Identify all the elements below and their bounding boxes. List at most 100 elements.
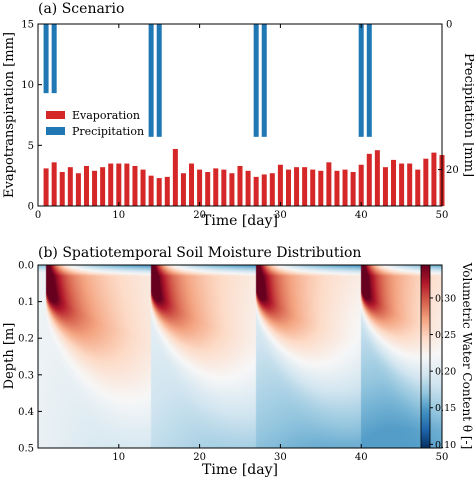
evaporation-bar [100, 167, 106, 206]
colorbar-label: Volumetric Water Content θ [-] [460, 262, 474, 450]
colorbar-tick-label: 0.10 [435, 440, 456, 451]
evaporation-bar [334, 170, 340, 206]
x-tick-label: 50 [436, 210, 449, 221]
panel-a-xlabel: Time [day] [202, 213, 278, 229]
panel-a-ylabel-left: Evapotranspiration [mm] [2, 32, 17, 198]
evaporation-bar [391, 159, 397, 206]
evaporation-bar [205, 172, 211, 206]
x-tick-label: 10 [112, 452, 125, 463]
y-tick-label: 0.4 [18, 407, 34, 418]
evaporation-bar [197, 169, 203, 206]
evaporation-bar [277, 164, 283, 206]
evaporation-bar [124, 163, 130, 206]
evaporation-bar [302, 167, 308, 206]
evaporation-bar [294, 167, 300, 206]
precipitation-bar [43, 24, 49, 94]
evaporation-bar [245, 170, 251, 206]
evaporation-bar [180, 173, 186, 206]
evaporation-bar [132, 165, 138, 206]
evaporation-bar [358, 164, 364, 206]
precipitation-bar [358, 24, 364, 137]
legend-swatch-evaporation [46, 111, 65, 119]
evaporation-bar [285, 169, 291, 206]
panel-a-ylabel-right: Precipitation [mm] [461, 53, 474, 177]
evaporation-bar [407, 163, 413, 206]
x-tick-label: 40 [355, 210, 368, 221]
evaporation-bar [172, 148, 178, 206]
panel-a-bars [43, 24, 445, 206]
evaporation-bar [269, 173, 275, 206]
evaporation-bar [431, 152, 437, 206]
precipitation-bar [51, 24, 57, 94]
evaporation-bar [237, 165, 243, 206]
evaporation-bar [229, 173, 235, 206]
evaporation-bar [116, 163, 122, 206]
panel-a-axes: 0 10 20 30 40 50 0 5 10 15 0 20 [21, 20, 458, 222]
panel-b-ylabel: Depth [m] [2, 323, 17, 390]
y-tick-label: 0.5 [18, 444, 34, 455]
evaporation-bar [221, 169, 227, 206]
y-tick-label-left: 5 [28, 141, 34, 152]
panel-a-legend: Evaporation Precipitation [46, 109, 144, 138]
y-tick-label-left: 0 [28, 202, 34, 213]
evaporation-bar [350, 172, 356, 206]
precipitation-bar [366, 24, 372, 137]
panel-b-title: (b) Spatiotemporal Soil Moisture Distrib… [38, 245, 361, 261]
evaporation-bar [415, 169, 421, 206]
y-tick-label-left: 10 [21, 80, 34, 91]
y-tick-label-right: 0 [446, 20, 452, 31]
precipitation-bar [261, 24, 267, 137]
panel-b-frame [37, 264, 443, 449]
x-tick-label: 10 [112, 210, 125, 221]
y-tick-label-left: 15 [21, 20, 34, 31]
legend-label-precipitation: Precipitation [72, 125, 144, 138]
x-tick-label: 20 [193, 210, 206, 221]
colorbar-tick-label: 0.30 [435, 293, 456, 304]
evaporation-bar [92, 170, 98, 206]
evaporation-bar [423, 158, 429, 206]
evaporation-bar [213, 168, 219, 206]
x-tick-label: 20 [193, 452, 206, 463]
panel-b-xlabel: Time [day] [202, 462, 278, 477]
evaporation-bar [140, 169, 146, 206]
colorbar-frame [420, 264, 431, 449]
y-tick-label: 0.1 [18, 297, 34, 308]
panel-b-axes: 10 20 30 40 50 0.0 0.1 0.2 0.3 0.4 0.5 [18, 261, 448, 464]
evaporation-bar [318, 170, 324, 206]
evaporation-bar [148, 175, 154, 206]
evaporation-bar [399, 163, 405, 206]
evaporation-bar [75, 173, 81, 206]
evaporation-bar [156, 178, 162, 206]
colorbar-tick-label: 0.20 [435, 367, 456, 378]
evaporation-bar [189, 163, 195, 206]
panel-a-title: (a) Scenario [38, 1, 124, 17]
evaporation-bar [164, 176, 170, 206]
x-tick-label: 40 [355, 452, 368, 463]
evaporation-bar [310, 169, 316, 206]
evaporation-bar [51, 162, 57, 206]
panel-b-heatmap [38, 265, 442, 448]
evaporation-bar [366, 153, 372, 206]
y-tick-label: 0.0 [18, 261, 34, 272]
precipitation-bar [156, 24, 162, 137]
precipitation-bar [253, 24, 259, 137]
evaporation-bar [342, 169, 348, 206]
evaporation-bar [59, 172, 65, 206]
legend-swatch-precipitation [46, 127, 65, 135]
precipitation-bar [148, 24, 154, 137]
evaporation-bar [374, 150, 380, 206]
evaporation-bar [67, 167, 73, 206]
x-tick-label: 30 [274, 210, 287, 221]
y-tick-label: 0.3 [18, 370, 34, 381]
evaporation-bar [261, 174, 267, 206]
y-tick-label: 0.2 [18, 334, 34, 345]
legend-label-evaporation: Evaporation [72, 109, 140, 122]
x-tick-label: 50 [436, 452, 449, 463]
panel-a-frame [37, 23, 443, 207]
colorbar-tick-label: 0.25 [435, 330, 456, 341]
evaporation-bar [382, 167, 388, 206]
evaporation-bar [43, 168, 49, 206]
colorbar [421, 265, 430, 448]
y-tick-label-right: 20 [446, 165, 459, 176]
